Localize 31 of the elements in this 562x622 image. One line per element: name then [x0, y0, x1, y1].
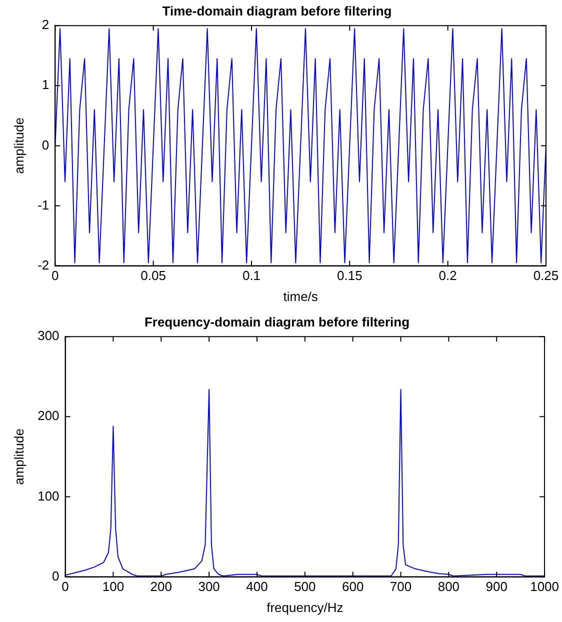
- x-tick-label: 600: [342, 579, 364, 594]
- x-tick-label: 0: [62, 579, 69, 594]
- x-tick-label: 0.1: [242, 268, 261, 284]
- y-tick-label: -1: [38, 197, 50, 212]
- y-tick-label: 0: [52, 568, 60, 584]
- chart-title: Time-domain diagram before filtering: [162, 3, 392, 18]
- x-tick-label: 200: [150, 579, 172, 594]
- y-tick-label: 100: [38, 488, 60, 504]
- x-axis-title: time/s: [283, 288, 318, 304]
- x-tick-label: 0.25: [533, 268, 559, 284]
- x-tick-label: 800: [438, 579, 460, 594]
- x-tick-label: 0.2: [438, 268, 457, 284]
- x-tick-label: 100: [102, 579, 124, 594]
- chart-title: Frequency-domain diagram before filtering: [144, 314, 410, 330]
- x-tick-label: 0.15: [337, 268, 362, 284]
- y-axis-title: amplitude: [11, 428, 26, 485]
- y-tick-label: 200: [38, 408, 60, 424]
- x-tick-label: 500: [294, 579, 316, 594]
- x-tick-label: 700: [390, 579, 412, 594]
- y-tick-label: -2: [38, 257, 50, 272]
- x-tick-label: 400: [246, 579, 268, 594]
- x-tick-label: 0.05: [140, 268, 166, 284]
- y-tick-label: 1: [42, 77, 50, 92]
- y-tick-label: 300: [38, 328, 60, 344]
- y-tick-label: 2: [42, 17, 50, 32]
- x-tick-label: 300: [198, 579, 220, 594]
- y-tick-label: 0: [42, 137, 50, 152]
- x-tick-label: 1000: [530, 579, 559, 594]
- x-axis-title: frequency/Hz: [266, 600, 344, 615]
- x-tick-label: 900: [486, 579, 508, 594]
- y-axis-title: amplitude: [11, 118, 26, 174]
